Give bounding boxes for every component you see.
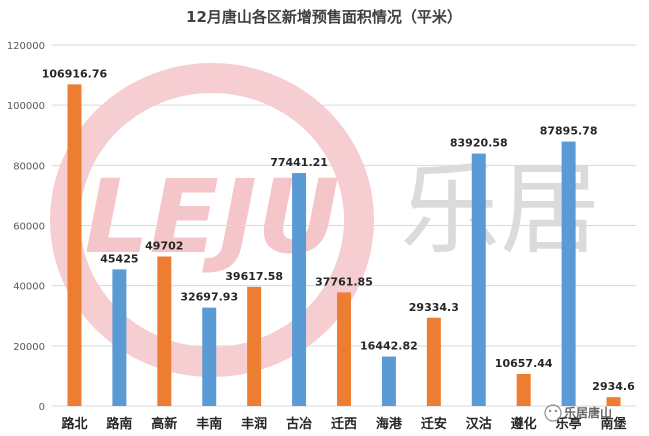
bar-11 (561, 141, 576, 406)
x-tick-label-8: 迁安 (421, 416, 447, 432)
data-label-9: 83920.58 (450, 137, 508, 150)
y-tick-label: 80000 (13, 161, 45, 172)
corner-watermark-text: 乐居唐山 (564, 405, 612, 420)
x-tick-label-4: 丰润 (241, 416, 267, 432)
data-label-2: 49702 (145, 239, 183, 252)
y-tick-label: 20000 (13, 342, 45, 353)
bar-8 (426, 317, 441, 406)
x-tick-label-3: 丰南 (196, 416, 222, 432)
x-tick-label-1: 路南 (106, 416, 132, 432)
data-label-12: 2934.6 (592, 380, 635, 393)
wechat-icon-eye-right (554, 409, 558, 413)
bar-12 (606, 397, 621, 406)
y-tick-label: 40000 (13, 282, 45, 293)
data-label-1: 45425 (100, 252, 138, 265)
data-label-5: 77441.21 (270, 156, 328, 169)
data-label-11: 87895.78 (540, 125, 598, 138)
gridlines (52, 44, 636, 347)
data-label-4: 39617.58 (225, 270, 283, 283)
data-label-10: 10657.44 (495, 357, 553, 370)
bar-4 (247, 286, 262, 406)
y-axis: 0 20000 40000 60000 80000 100000 120000 (7, 41, 45, 413)
x-tick-label-10: 遵化 (511, 416, 537, 432)
data-label-3: 32697.93 (180, 291, 238, 304)
bar-7 (381, 356, 396, 406)
data-label-0: 106916.76 (42, 67, 108, 80)
x-axis: 路北 路南 高新 丰南 丰润 古冶 迁西 海港 迁安 汉沽 遵化 乐亭 南堡 (61, 416, 626, 432)
x-tick-label-0: 路北 (61, 416, 87, 432)
watermark: LEJU 乐居 (50, 63, 600, 377)
x-tick-label-12: 南堡 (601, 416, 627, 432)
bar-1 (112, 269, 127, 406)
x-tick-label-5: 古冶 (286, 416, 312, 432)
wechat-icon-eye-left (548, 409, 552, 413)
x-tick-label-6: 迁西 (331, 416, 357, 432)
chart-title: 12月唐山各区新增预售面积情况（平米） (186, 8, 462, 26)
y-tick-label: 120000 (7, 41, 45, 52)
x-tick-label-2: 高新 (151, 416, 177, 432)
data-label-6: 37761.85 (315, 275, 373, 288)
bar-10 (516, 373, 531, 406)
data-label-8: 29334.3 (409, 301, 459, 314)
data-label-7: 16442.82 (360, 340, 418, 353)
corner-watermark: 乐居唐山 (544, 404, 612, 422)
bar-9 (471, 153, 486, 406)
bar-2 (157, 256, 172, 406)
x-tick-label-9: 汉沽 (466, 416, 492, 432)
y-tick-label: 100000 (7, 101, 45, 112)
bars (67, 84, 621, 406)
bar-5 (292, 173, 307, 406)
bar-3 (202, 307, 217, 406)
bar-6 (337, 292, 351, 406)
x-tick-label-7: 海港 (376, 416, 403, 432)
y-tick-label: 0 (39, 402, 45, 413)
bar-0 (67, 84, 82, 406)
x-tick-label-11: 乐亭 (556, 416, 582, 432)
wechat-icon (544, 404, 562, 422)
y-tick-label: 60000 (13, 222, 45, 233)
data-labels: 106916.76 45425 49702 32697.93 39617.58 77441… (42, 67, 635, 393)
